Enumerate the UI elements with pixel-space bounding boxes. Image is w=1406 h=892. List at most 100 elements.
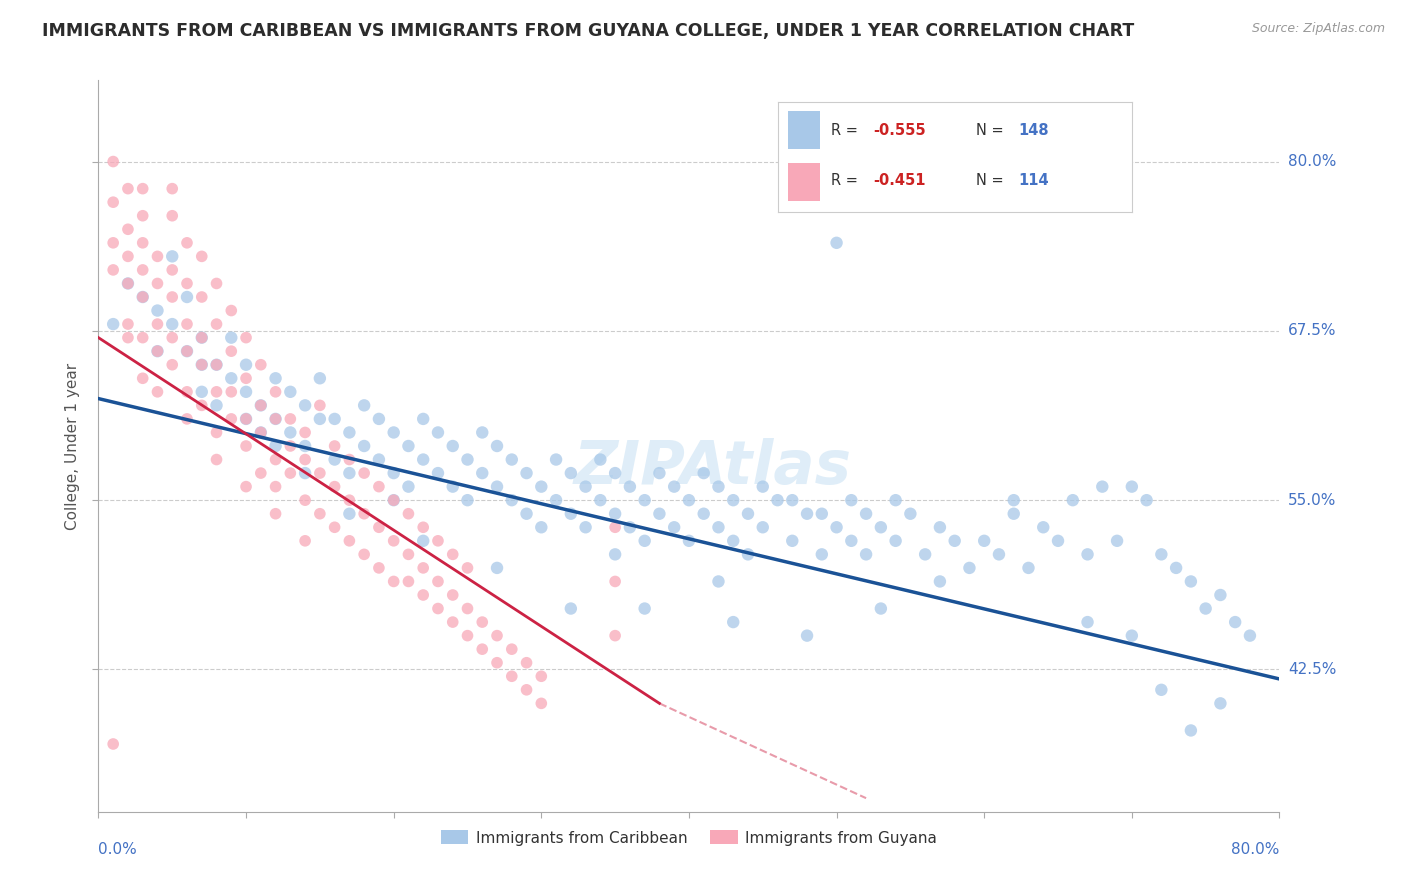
Point [103, 737, 125, 751]
Point [250, 398, 273, 412]
Point [398, 439, 420, 453]
Point [723, 493, 745, 508]
Point [398, 480, 420, 494]
Point [634, 601, 657, 615]
Point [752, 480, 775, 494]
Point [1180, 723, 1202, 738]
Point [221, 412, 243, 426]
Point [412, 561, 434, 575]
Point [723, 533, 745, 548]
Point [605, 574, 627, 589]
Point [516, 682, 538, 697]
Point [457, 452, 479, 467]
Point [368, 561, 391, 575]
Point [264, 507, 287, 521]
Point [103, 235, 125, 250]
Point [884, 493, 907, 508]
Point [162, 317, 183, 331]
Point [205, 384, 228, 399]
Point [810, 507, 832, 521]
Point [605, 520, 627, 534]
Point [323, 452, 346, 467]
Point [457, 629, 479, 643]
Point [398, 507, 420, 521]
Point [707, 520, 730, 534]
Point [146, 344, 169, 359]
Point [929, 520, 952, 534]
Point [501, 493, 523, 508]
Point [530, 520, 553, 534]
Point [619, 520, 641, 534]
Point [693, 466, 716, 480]
Point [457, 601, 479, 615]
Point [1077, 547, 1099, 561]
Point [146, 277, 169, 291]
Point [560, 601, 582, 615]
Point [146, 344, 169, 359]
Point [796, 629, 818, 643]
Point [205, 398, 228, 412]
Point [900, 507, 922, 521]
Point [605, 547, 627, 561]
Point [382, 493, 405, 508]
Point [309, 371, 332, 385]
Point [560, 466, 582, 480]
Point [471, 425, 494, 440]
Point [1225, 615, 1247, 629]
Point [943, 533, 966, 548]
Point [1180, 574, 1202, 589]
Point [737, 547, 759, 561]
Point [309, 466, 332, 480]
Point [191, 384, 214, 399]
Legend: Immigrants from Caribbean, Immigrants from Guyana: Immigrants from Caribbean, Immigrants fr… [434, 824, 943, 852]
Point [737, 507, 759, 521]
Point [353, 507, 375, 521]
Point [235, 384, 257, 399]
Point [117, 317, 139, 331]
Point [339, 466, 361, 480]
Point [117, 277, 139, 291]
Point [825, 520, 848, 534]
Point [323, 520, 346, 534]
Point [441, 439, 464, 453]
Point [132, 181, 155, 195]
Point [176, 412, 198, 426]
Point [1121, 480, 1143, 494]
Point [412, 533, 434, 548]
Point [471, 466, 494, 480]
Point [103, 154, 125, 169]
Point [398, 574, 420, 589]
Text: ZIPAtlas: ZIPAtlas [574, 439, 852, 498]
Point [339, 533, 361, 548]
Point [353, 439, 375, 453]
Point [323, 439, 346, 453]
Point [1121, 629, 1143, 643]
Text: 67.5%: 67.5% [1288, 324, 1336, 338]
Point [103, 317, 125, 331]
Point [486, 561, 509, 575]
Point [132, 331, 155, 345]
Point [382, 533, 405, 548]
Point [353, 547, 375, 561]
Point [382, 493, 405, 508]
Point [146, 317, 169, 331]
Point [782, 533, 804, 548]
Point [589, 452, 612, 467]
Text: 80.0%: 80.0% [1232, 842, 1279, 857]
Point [707, 480, 730, 494]
Point [117, 249, 139, 263]
Point [870, 520, 893, 534]
Point [280, 384, 302, 399]
Point [235, 371, 257, 385]
Point [1091, 480, 1114, 494]
Point [678, 533, 700, 548]
Point [221, 384, 243, 399]
Point [103, 195, 125, 210]
Point [294, 466, 316, 480]
Point [264, 384, 287, 399]
Text: 0.0%: 0.0% [98, 842, 138, 857]
Point [294, 452, 316, 467]
Point [634, 533, 657, 548]
Point [471, 615, 494, 629]
Point [309, 507, 332, 521]
